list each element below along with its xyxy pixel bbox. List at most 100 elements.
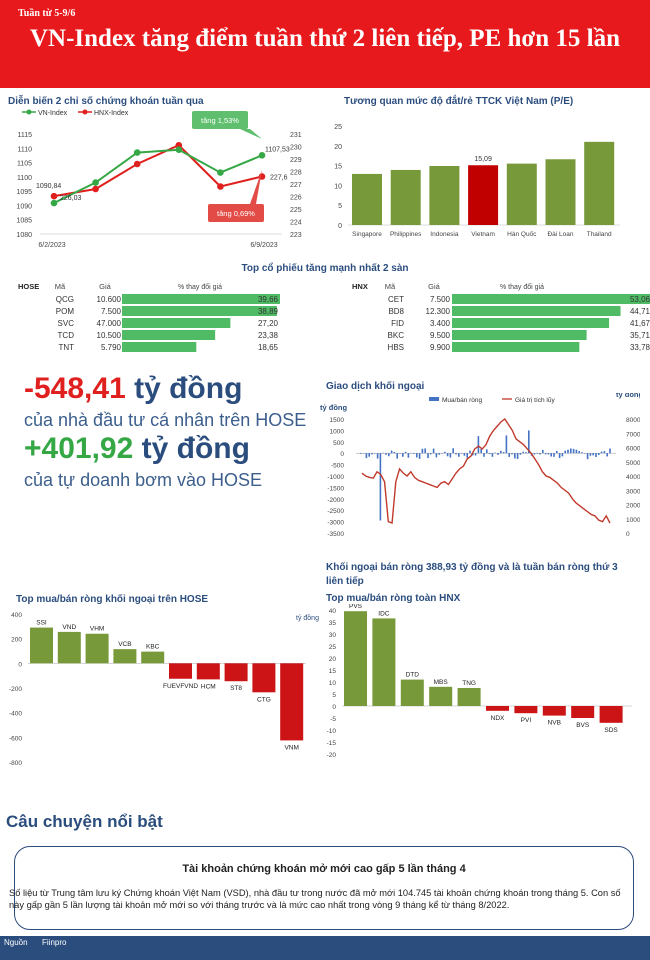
row-price: 47.000	[97, 319, 122, 328]
net-flow-bar	[404, 451, 407, 454]
vn-point	[217, 169, 224, 176]
right-tick: 231	[290, 132, 302, 139]
net-flow-bar	[600, 451, 603, 454]
story-body: Số liệu từ Trung tâm lưu ký Chứng khoán …	[9, 888, 621, 910]
net-flow-bar	[533, 453, 536, 455]
net-flow-bar	[390, 450, 393, 454]
net-flow-bar	[418, 453, 421, 459]
row-price: 10.500	[97, 331, 122, 340]
net-flow-bar	[379, 453, 382, 521]
net-flow-bar	[539, 453, 541, 455]
hose-foreign-chart: 400 200 0 -200 -400 -600 -800 tỷ đồng SSI VND VHM V…	[9, 612, 319, 767]
net-flow-bar	[410, 453, 412, 454]
net-flow-bar	[505, 435, 508, 454]
hose-tick: 200	[11, 637, 22, 644]
legend-hnx-marker	[82, 109, 88, 115]
net-flow-bar	[399, 453, 401, 454]
net-flow-bar	[570, 448, 572, 454]
vn-callout-pointer	[240, 129, 262, 139]
net-flow-bar	[413, 453, 415, 454]
change-bar	[122, 294, 280, 304]
left-tick: 1000	[330, 428, 345, 435]
net-flow-bar	[486, 449, 488, 454]
hnx-code: SDS	[604, 727, 618, 734]
source-label: Nguồn	[4, 938, 28, 947]
hnx-code: BVS	[576, 722, 590, 729]
net-flow-bar	[589, 453, 592, 456]
left-tick: -1000	[327, 474, 344, 481]
left-tick: 1100	[17, 175, 32, 182]
legend-bar-swatch	[429, 397, 439, 401]
net-flow-bar	[542, 449, 544, 454]
hose-code: ST8	[230, 685, 242, 692]
right-tick: 223	[290, 232, 302, 239]
row-change: 41,67	[630, 319, 650, 328]
hnx-code: IDC	[378, 610, 390, 617]
pe-bar	[390, 169, 421, 225]
story-headline: Tài khoản chứng khoán mở mới cao gấp 5 l…	[182, 863, 466, 875]
net-flow-bar	[455, 453, 457, 455]
row-code: POM	[56, 307, 75, 316]
hnx-point	[133, 160, 141, 168]
right-tick: 230	[290, 145, 302, 152]
row-change: 53,06	[630, 295, 650, 304]
change-bar	[452, 306, 621, 316]
pe-category: Singapore	[352, 231, 382, 238]
row-change: 27,20	[258, 319, 279, 328]
left-tick: -2500	[327, 508, 344, 515]
hose-code: VNM	[284, 744, 298, 751]
net-flow-bar	[491, 453, 494, 457]
hose-code: SSI	[36, 620, 47, 627]
hnx-tick: 40	[329, 608, 337, 615]
net-flow-bar	[516, 453, 519, 459]
net-flow-bar	[525, 452, 527, 454]
vn-callout-box	[192, 111, 248, 129]
row-code: FID	[391, 319, 404, 328]
hose-bar	[85, 633, 109, 664]
pe-bar	[352, 173, 382, 225]
net-flow-bar	[360, 453, 362, 454]
foreign-chart-title: Giao dịch khối ngoại	[326, 381, 425, 392]
hnx-tick: 25	[329, 644, 337, 651]
hnx-point	[92, 185, 99, 193]
row-code: QCG	[56, 295, 74, 304]
hose-bar	[57, 631, 81, 664]
pe-tick: 0	[338, 223, 342, 230]
right-tick: 6000	[626, 446, 640, 453]
vn-point	[92, 179, 99, 186]
net-flow-bar	[402, 453, 404, 457]
row-price: 9.500	[430, 331, 451, 340]
right-unit: tỷ đồng	[616, 393, 640, 399]
hnx-callout-box	[208, 204, 264, 222]
hnx-tick: 0	[332, 704, 336, 711]
left-tick: 1110	[17, 146, 32, 153]
legend-hnx-label: HNX-Index	[94, 110, 129, 117]
hnx-bar	[457, 688, 481, 706]
hose-code: HCM	[201, 683, 216, 690]
hnx-foreign-chart: 40 35 30 25 20 15 10 5 0 -5 -10 -15 -20 PVS IDC DTD MBS T…	[327, 604, 632, 759]
row-code: CET	[388, 295, 404, 304]
vn-start-label: 1090,84	[36, 183, 61, 190]
right-tick: 226	[290, 195, 302, 202]
left-tick: 1090	[16, 203, 32, 210]
hnx-tick: 5	[332, 692, 336, 699]
hnx-code: MBS	[434, 679, 449, 686]
left-tick: 1500	[330, 417, 345, 424]
pe-tick: 15	[334, 164, 342, 171]
pe-chart: 25 20 15 10 5 0 Singapore Philippines Indonesia V…	[334, 124, 620, 238]
row-price: 7.500	[101, 307, 122, 316]
net-flow-bar	[522, 451, 524, 454]
net-flow-bar	[376, 453, 379, 459]
row-change: 38,89	[258, 307, 279, 316]
change-bar	[122, 330, 216, 340]
col-code: Mã	[385, 282, 396, 291]
net-flow-bar	[472, 453, 474, 456]
net-flow-bar	[508, 453, 510, 457]
net-flow-bar	[578, 450, 580, 454]
hnx-bar	[344, 611, 367, 706]
net-flow-bar	[393, 451, 396, 454]
source-name: Fiinpro	[42, 938, 67, 947]
row-code: HBS	[388, 343, 404, 352]
net-flow-bar	[595, 453, 597, 458]
hose-bar	[252, 663, 276, 693]
